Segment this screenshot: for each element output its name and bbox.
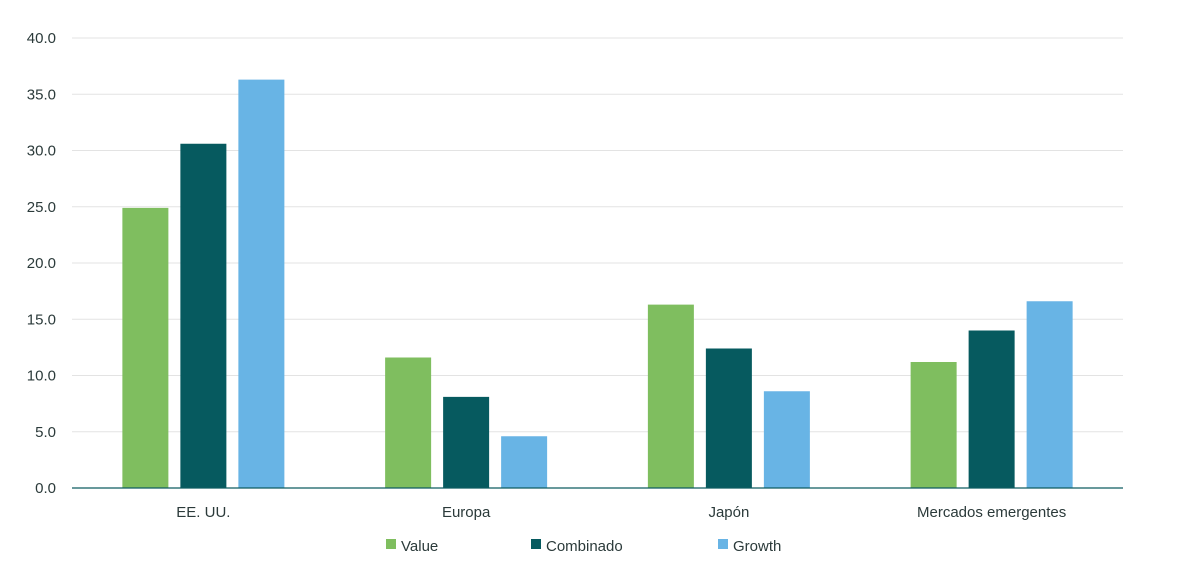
- bar-growth-3: [1026, 301, 1073, 488]
- bar-combinado-1: [443, 396, 490, 488]
- y-tick-label: 10.0: [27, 368, 56, 385]
- legend-label-value: Value: [401, 538, 438, 555]
- y-tick-label: 20.0: [27, 255, 56, 272]
- legend-label-combinado: Combinado: [546, 538, 623, 555]
- gridlines: [72, 37, 1123, 433]
- x-tick-label: EE. UU.: [176, 504, 230, 521]
- legend-swatch-value: [386, 539, 396, 549]
- y-tick-label: 35.0: [27, 86, 56, 103]
- legend-swatch-growth: [718, 539, 728, 549]
- x-tick-label: Europa: [442, 504, 491, 521]
- y-tick-label: 40.0: [27, 30, 56, 47]
- y-axis-ticks: 0.0 5.0 10.0 15.0 20.0 25.0 30.0 35.0 40.0: [27, 30, 56, 497]
- y-tick-label: 25.0: [27, 199, 56, 216]
- bar-growth-2: [763, 391, 810, 488]
- bar-growth-1: [501, 436, 548, 488]
- bar-combinado-2: [705, 348, 752, 488]
- x-axis-labels: EE. UU. Europa Japón Mercados emergentes: [176, 504, 1066, 521]
- y-tick-label: 30.0: [27, 143, 56, 160]
- bar-combinado-3: [968, 330, 1015, 488]
- x-tick-label: Mercados emergentes: [917, 504, 1066, 521]
- y-tick-label: 15.0: [27, 311, 56, 328]
- bar-value-2: [647, 304, 694, 488]
- bar-growth-0: [238, 79, 285, 488]
- bars: [122, 79, 1073, 488]
- bar-value-3: [910, 362, 957, 488]
- legend-label-growth: Growth: [733, 538, 781, 555]
- bar-value-0: [122, 207, 169, 488]
- y-tick-label: 5.0: [35, 424, 56, 441]
- bar-value-1: [385, 357, 432, 488]
- y-tick-label: 0.0: [35, 480, 56, 497]
- bar-combinado-0: [180, 143, 227, 488]
- legend-swatch-combinado: [531, 539, 541, 549]
- legend: Value Combinado Growth: [386, 538, 781, 555]
- x-tick-label: Japón: [708, 504, 749, 521]
